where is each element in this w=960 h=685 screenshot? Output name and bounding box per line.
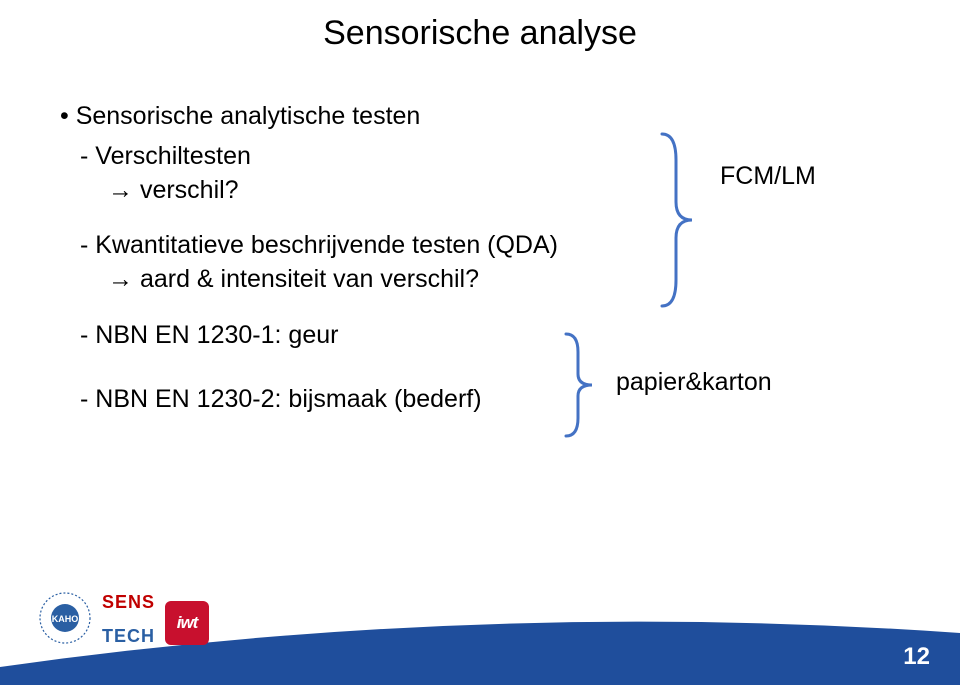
tech-text: TECH (102, 627, 155, 645)
content-block: • Sensorische analytische testen - Versc… (60, 100, 680, 416)
spacer (60, 207, 680, 229)
slide-title: Sensorische analyse (0, 14, 960, 53)
sens-text: SENS (102, 593, 155, 611)
page-number: 12 (903, 643, 930, 671)
senstech-logo: SENS TECH (102, 593, 155, 645)
line-nbn-geur: - NBN EN 1230-1: geur (80, 319, 680, 353)
label-papierkarton: papier&karton (616, 368, 772, 397)
bullet-main: • Sensorische analytische testen (60, 100, 680, 134)
kuleuven-logo: KAHO (38, 591, 92, 645)
logo-strip: KAHO SENS TECH iwt (38, 591, 209, 645)
line-nbn-bijsmaak: - NBN EN 1230-2: bijsmaak (bederf) (80, 383, 680, 417)
iwt-text: iwt (177, 613, 198, 633)
spacer (60, 297, 680, 319)
line-verschil-arrow: → verschil? (108, 174, 680, 208)
spacer (102, 611, 155, 627)
line-qda-arrow: → aard & intensiteit van verschil? (108, 263, 680, 297)
iwt-logo: iwt (165, 601, 209, 645)
slide: Sensorische analyse • Sensorische analyt… (0, 0, 960, 685)
line-verschiltesten: - Verschiltesten (80, 140, 680, 174)
line-qda: - Kwantitatieve beschrijvende testen (QD… (80, 229, 680, 263)
svg-text:KAHO: KAHO (52, 614, 79, 624)
label-fcmlm: FCM/LM (720, 162, 816, 191)
spacer (60, 353, 680, 383)
